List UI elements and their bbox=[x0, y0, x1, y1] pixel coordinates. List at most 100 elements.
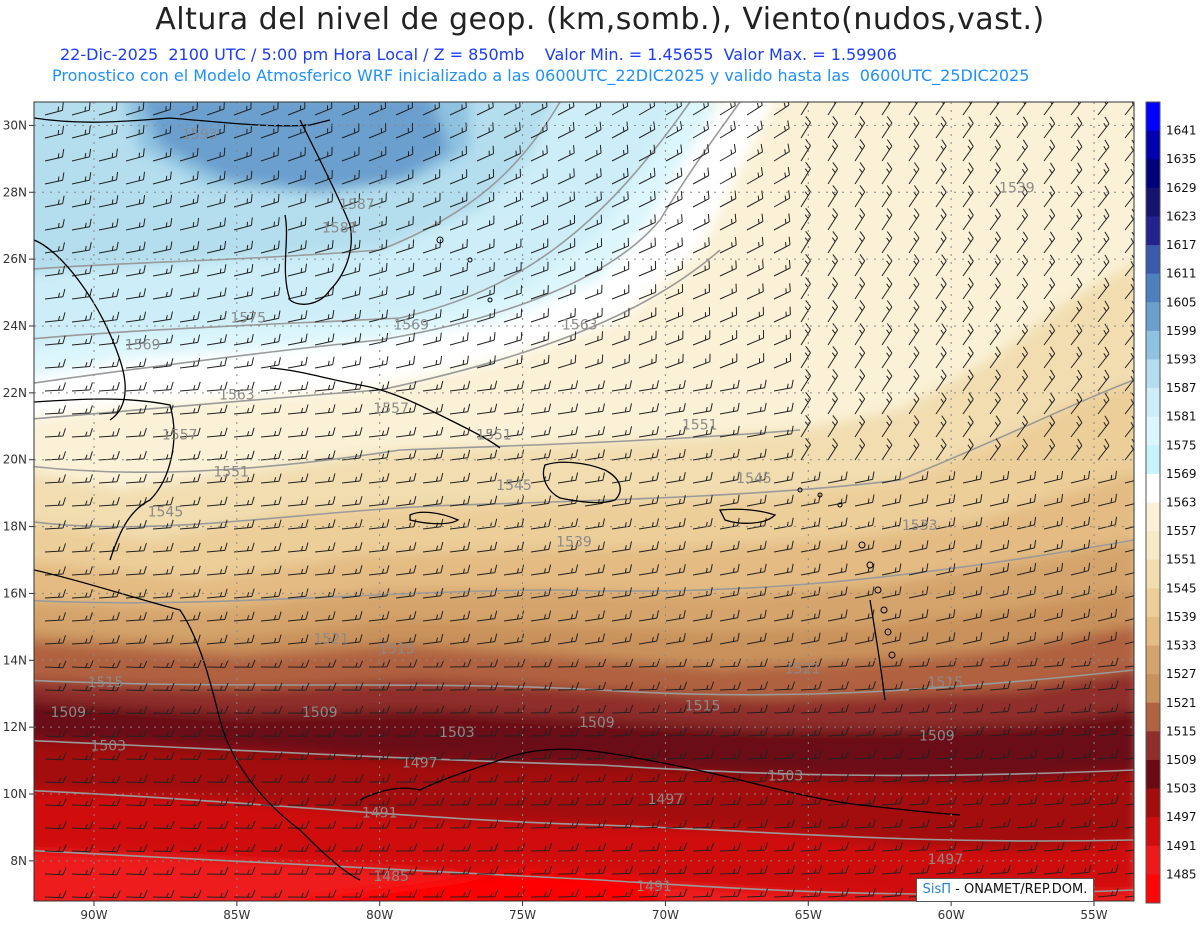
contour-labels: 1593 1587 1581 1575 1569 1569 1563 1563 1557 1557… bbox=[50, 127, 1034, 895]
contour-label: 1563 bbox=[219, 388, 255, 404]
colorbar-swatch bbox=[1146, 702, 1160, 732]
colorbar-label: 1557 bbox=[1166, 524, 1197, 538]
lat-tick-label: 28N bbox=[3, 185, 27, 199]
lat-tick-label: 26N bbox=[3, 252, 27, 266]
colorbar-label: 1515 bbox=[1166, 724, 1197, 738]
colorbar-label: 1605 bbox=[1166, 295, 1197, 309]
lon-tick-label: 65W bbox=[795, 908, 822, 922]
contour-label: 1551 bbox=[476, 428, 512, 444]
colorbar-swatch bbox=[1146, 330, 1160, 360]
colorbar-swatch bbox=[1146, 531, 1160, 561]
contour-label: 1521 bbox=[785, 662, 821, 678]
colorbar-label: 1563 bbox=[1166, 496, 1197, 510]
axis-ticks: 90W 85W 80W 75W 70W 65W 60W 55W 8N 10N 12N 14N 16N 18… bbox=[3, 118, 1108, 922]
islands bbox=[436, 236, 896, 659]
colorbar-label: 1485 bbox=[1166, 867, 1197, 881]
lat-tick-label: 22N bbox=[3, 386, 27, 400]
contour-label: 1503 bbox=[768, 769, 804, 785]
geopotential-shading bbox=[34, 102, 1134, 901]
colorbar-swatch bbox=[1146, 588, 1160, 618]
lon-tick-label: 75W bbox=[509, 908, 536, 922]
contour-label: 1515 bbox=[685, 698, 721, 714]
contour-label: 1509 bbox=[50, 705, 86, 721]
colorbar-swatch bbox=[1146, 874, 1160, 904]
lat-tick-label: 30N bbox=[3, 118, 27, 132]
colorbar-swatch bbox=[1146, 817, 1160, 847]
colorbar-label: 1545 bbox=[1166, 581, 1197, 595]
sispi-logo: SisΠ bbox=[922, 882, 952, 897]
colorbar-swatch bbox=[1146, 788, 1160, 818]
colorbar-swatch bbox=[1146, 731, 1160, 761]
colorbar-swatch bbox=[1146, 273, 1160, 303]
colorbar-swatch bbox=[1146, 674, 1160, 704]
colorbar-swatch bbox=[1146, 187, 1160, 217]
contour-label: 1545 bbox=[736, 471, 772, 487]
contour-label: 1587 bbox=[339, 197, 375, 213]
contour-label: 1569 bbox=[393, 317, 429, 333]
contour-label: 1539 bbox=[999, 180, 1035, 196]
colorbar-label: 1533 bbox=[1166, 639, 1197, 653]
colorbar-label: 1551 bbox=[1166, 553, 1197, 567]
colorbar-swatch bbox=[1146, 130, 1160, 160]
contour-label: 1563 bbox=[562, 317, 598, 333]
lon-tick-label: 90W bbox=[80, 908, 107, 922]
contour-label: 1515 bbox=[88, 675, 124, 691]
coastlines bbox=[34, 117, 961, 881]
lat-tick-label: 24N bbox=[3, 319, 27, 333]
colorbar-swatch bbox=[1146, 559, 1160, 589]
colorbar-label: 1599 bbox=[1166, 324, 1197, 338]
colorbar-label: 1527 bbox=[1166, 667, 1197, 681]
contour-label: 1545 bbox=[496, 478, 532, 494]
lat-tick-label: 20N bbox=[3, 453, 27, 467]
lat-tick-label: 8N bbox=[10, 854, 27, 868]
graticule bbox=[34, 102, 1134, 901]
colorbar-label: 1629 bbox=[1166, 181, 1197, 195]
colorbar-label: 1569 bbox=[1166, 467, 1197, 481]
credit-text: - ONAMET/REP.DOM. bbox=[951, 882, 1088, 897]
colorbar-label: 1587 bbox=[1166, 381, 1197, 395]
colorbar: 1641 1635 1629 1623 1617 1611 1605 1599 1593 1587… bbox=[1145, 101, 1197, 904]
contour-label: 1509 bbox=[302, 705, 338, 721]
contour-label: 1497 bbox=[928, 852, 964, 868]
colorbar-swatch bbox=[1146, 102, 1160, 132]
colorbar-label: 1593 bbox=[1166, 352, 1197, 366]
lon-tick-label: 70W bbox=[652, 908, 679, 922]
colorbar-label: 1491 bbox=[1166, 839, 1197, 853]
contour-label: 1545 bbox=[148, 505, 184, 521]
contour-label: 1515 bbox=[379, 642, 415, 658]
colorbar-label: 1635 bbox=[1166, 152, 1197, 166]
contour-label: 1503 bbox=[439, 725, 475, 741]
contour-label: 1491 bbox=[636, 879, 672, 895]
contour-label: 1509 bbox=[919, 729, 955, 745]
lon-tick-label: 80W bbox=[366, 908, 393, 922]
credit-box: SisΠ - ONAMET/REP.DOM. bbox=[916, 878, 1094, 902]
forecast-time-line: 22-Dic-2025 2100 UTC / 5:00 pm Hora Loca… bbox=[60, 45, 897, 64]
contour-label: 1491 bbox=[362, 805, 398, 821]
colorbar-swatch bbox=[1146, 645, 1160, 675]
lon-tick-label: 60W bbox=[938, 908, 965, 922]
colorbar-swatch bbox=[1146, 445, 1160, 475]
contour-label: 1581 bbox=[322, 220, 358, 236]
contour-label: 1539 bbox=[556, 535, 592, 551]
colorbar-label: 1509 bbox=[1166, 753, 1197, 767]
contour-label: 1497 bbox=[648, 792, 684, 808]
lat-tick-label: 14N bbox=[3, 653, 27, 667]
lat-tick-label: 16N bbox=[3, 586, 27, 600]
colorbar-label: 1521 bbox=[1166, 696, 1197, 710]
contour-label: 1509 bbox=[579, 715, 615, 731]
contour-label: 1557 bbox=[162, 428, 198, 444]
lat-tick-label: 10N bbox=[3, 787, 27, 801]
contour-label: 1485 bbox=[373, 869, 409, 885]
lon-tick-label: 85W bbox=[223, 908, 250, 922]
contour-label: 1575 bbox=[230, 311, 266, 327]
contour-label: 1569 bbox=[125, 337, 161, 353]
contour-label: 1593 bbox=[182, 127, 218, 143]
colorbar-label: 1497 bbox=[1166, 810, 1197, 824]
contour-label: 1551 bbox=[213, 464, 249, 480]
colorbar-swatch bbox=[1146, 845, 1160, 875]
colorbar-label: 1539 bbox=[1166, 610, 1197, 624]
map-title: Altura del nivel de geop. (km,somb.), Vi… bbox=[155, 2, 1045, 37]
colorbar-swatch bbox=[1146, 388, 1160, 418]
lon-tick-label: 55W bbox=[1080, 908, 1107, 922]
